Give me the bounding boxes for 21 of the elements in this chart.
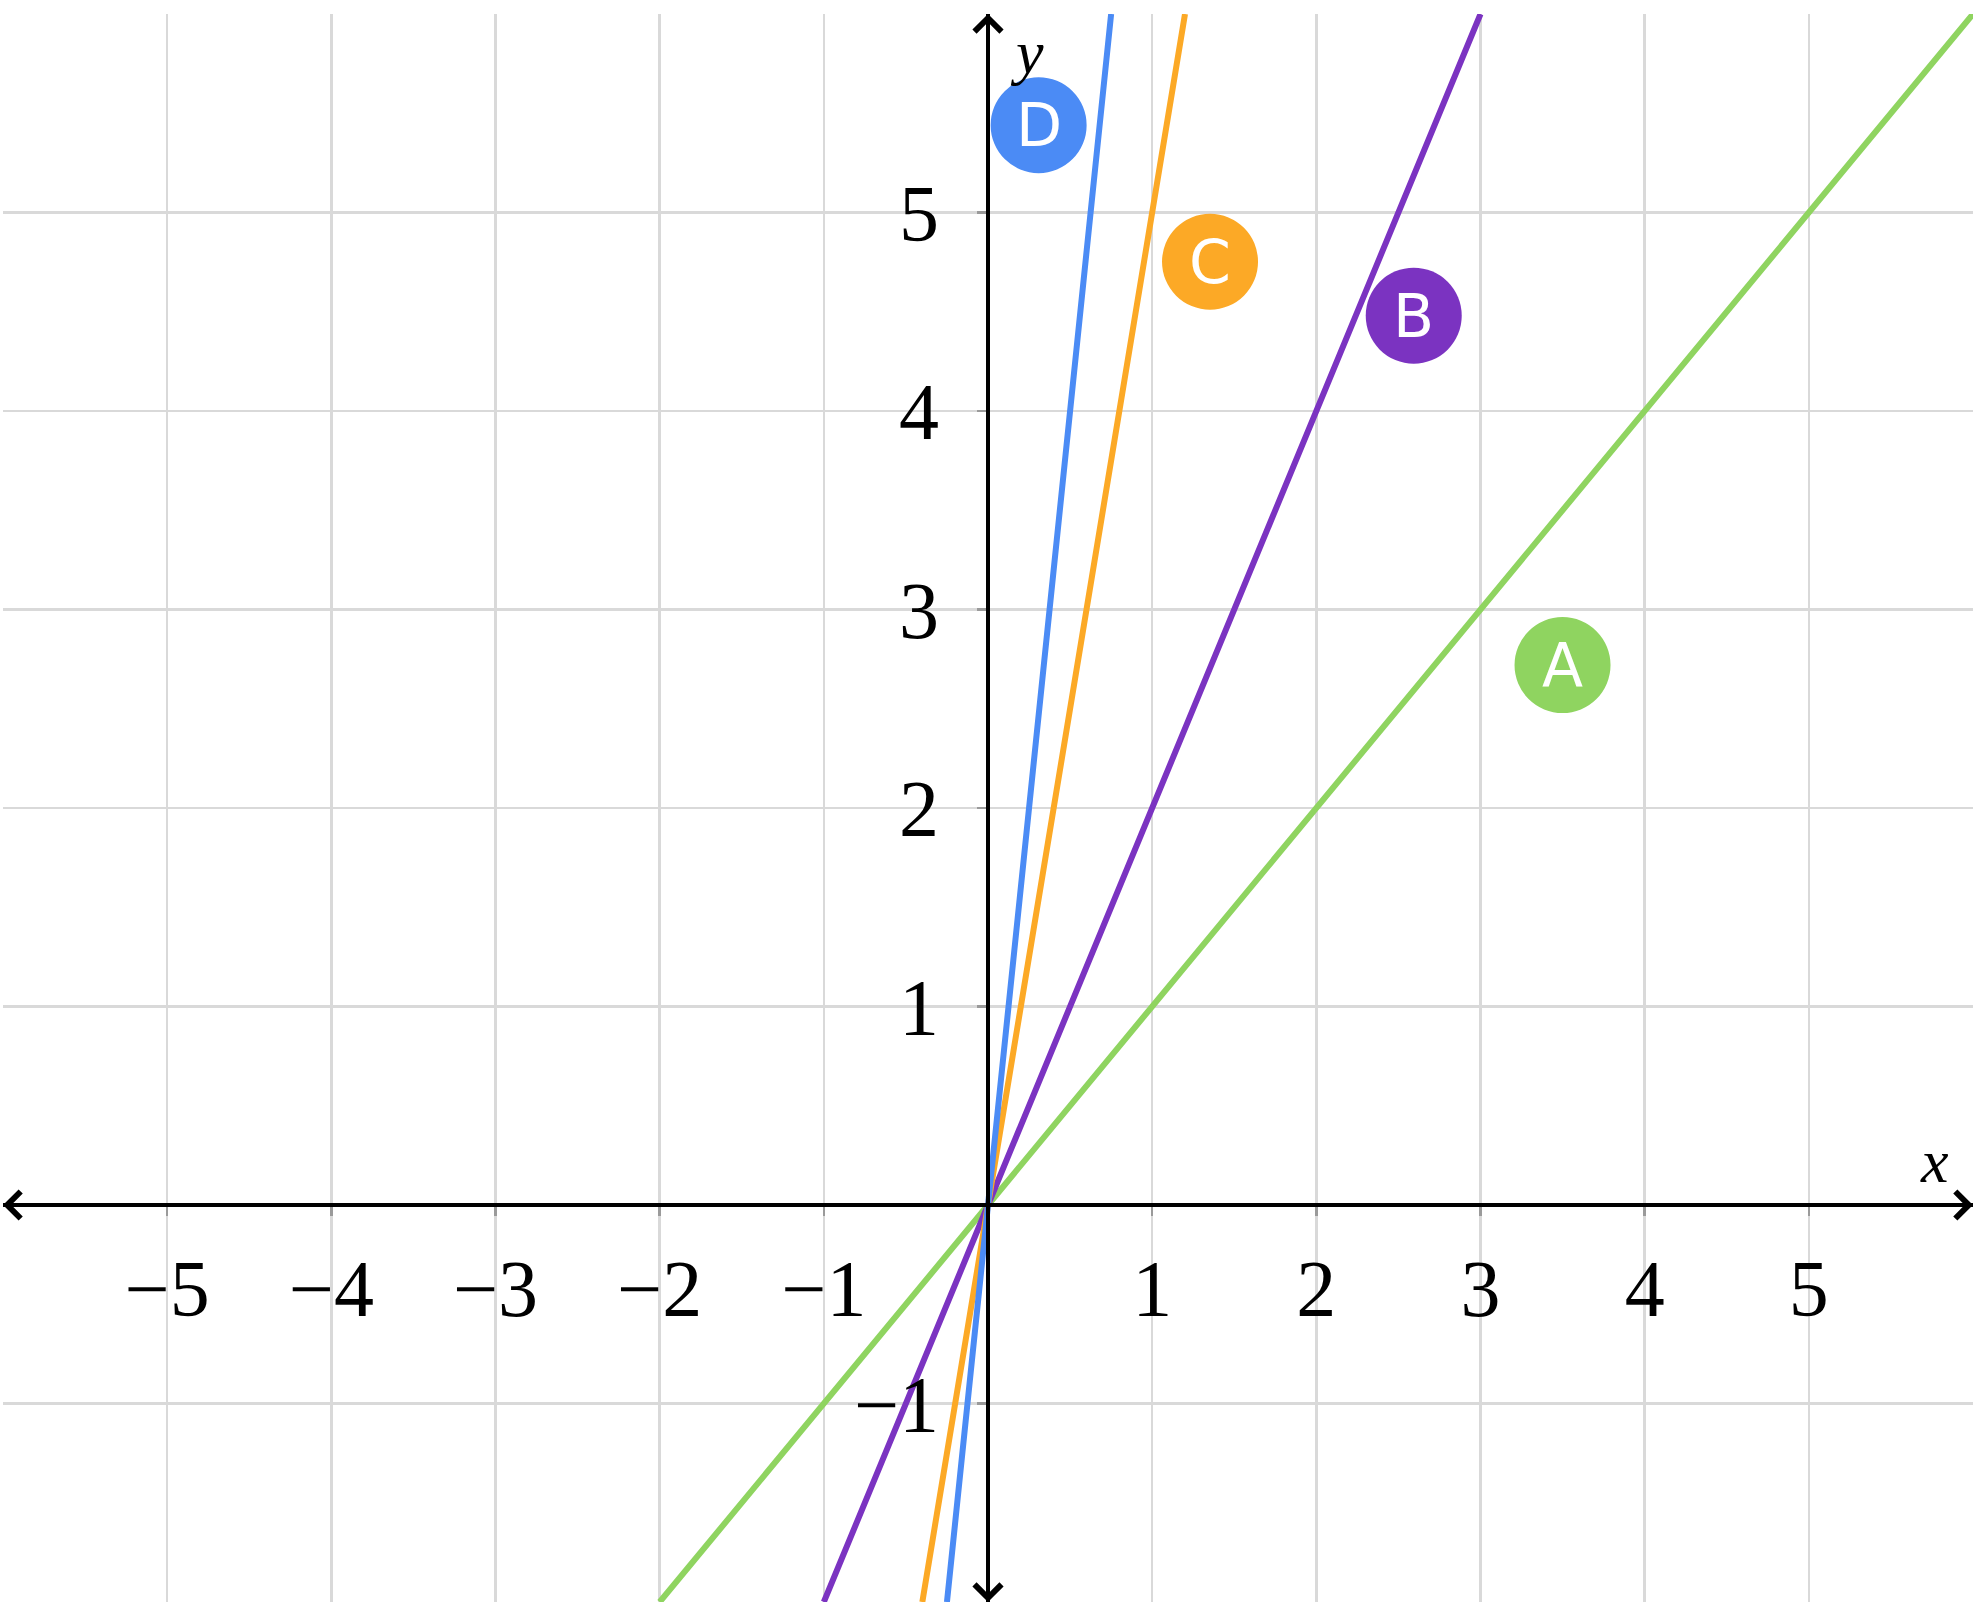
- series-label: B: [1393, 281, 1435, 351]
- x-tick-label: 5: [1788, 1245, 1829, 1333]
- x-tick-label: −4: [288, 1245, 374, 1333]
- y-tick-label: 1: [899, 963, 939, 1052]
- x-tick-label: 2: [1296, 1245, 1337, 1333]
- x-tick-label: −3: [452, 1245, 539, 1333]
- x-tick-label: −2: [617, 1245, 703, 1333]
- x-tick-label: −5: [124, 1245, 210, 1333]
- x-tick-label: 1: [1132, 1245, 1173, 1333]
- y-tick-label: 5: [899, 169, 939, 258]
- series-label: C: [1189, 227, 1231, 297]
- y-axis-title: y: [1010, 18, 1044, 86]
- y-tick-label: 3: [899, 566, 939, 655]
- series-label: D: [1016, 90, 1063, 160]
- x-tick-label: −1: [781, 1245, 867, 1333]
- series-label: A: [1542, 630, 1584, 700]
- x-tick-label: 3: [1460, 1245, 1501, 1333]
- x-axis-title: x: [1920, 1127, 1949, 1195]
- y-tick-label: 4: [899, 368, 939, 456]
- x-tick-label: 4: [1624, 1245, 1665, 1333]
- y-tick-label: 2: [899, 765, 939, 853]
